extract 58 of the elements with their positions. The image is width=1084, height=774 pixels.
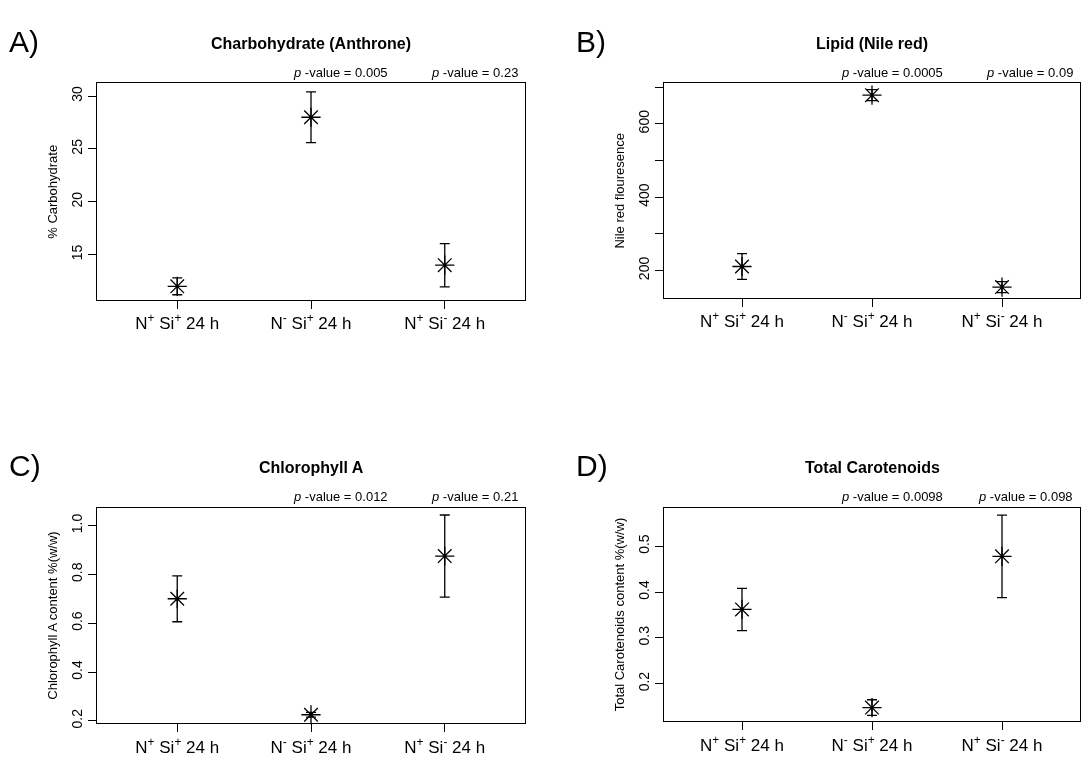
y-tick-label: 0.2 [636,671,653,692]
chart-title: Lipid (Nile red) [816,35,928,52]
y-axis-title: Nile red flouresence [612,132,628,249]
point [991,546,1013,567]
text: p -value = 0.012 [293,489,388,504]
y-tick-label: 600 [636,109,653,134]
x-tick-label: N$^{+}$ Si$^{-}$ 24 h [404,311,486,334]
chart-title: Total Carotenoids [805,459,940,476]
text: p -value = 0.0098 [841,489,943,504]
text: p -value = 0.21 [431,489,519,504]
x-tick-label: N$^{+}$ Si$^{-}$ 24 h [404,734,486,757]
x-tick-label: N$^{-}$ Si$^{+}$ 24 h [831,732,913,755]
point [300,107,322,128]
x-tick-label: N$^{+}$ Si$^{+}$ 24 h [700,732,784,755]
y-tick-label: 0.2 [69,708,86,729]
text: p -value = 0.0005 [841,65,943,80]
y-tick-label: 25 [69,138,86,155]
point [731,256,753,277]
text: C) [9,449,41,482]
y-tick-label: 0.4 [69,659,86,680]
x-tick-label: N$^{-}$ Si$^{+}$ 24 h [831,309,913,332]
y-tick-label: 200 [636,256,653,281]
point [861,697,883,718]
point [167,276,188,297]
y-tick-label: 0.3 [636,625,653,646]
y-axis-title: Total Carotenoids content %(w/w) [612,517,628,712]
y-axis-title: Chlorophyll A content %(w/w) [45,531,61,700]
y-tick-label: 0.4 [636,580,653,600]
y-tick-label: 20 [69,191,86,208]
y-tick-label: 0.5 [636,534,653,554]
x-tick-label: N$^{+}$ Si$^{-}$ 24 h [961,309,1043,332]
y-tick-label: 1.0 [69,513,86,534]
x-tick-label: N$^{-}$ Si$^{+}$ 24 h [270,311,352,334]
y-tick-label: 0.6 [69,611,86,631]
text: p -value = 0.005 [293,65,388,80]
point [434,254,455,276]
chart-title: Charbohydrate (Anthrone) [211,35,411,52]
x-tick-label: N$^{+}$ Si$^{+}$ 24 h [135,734,220,757]
text: A) [9,25,39,58]
x-tick-label: N$^{-}$ Si$^{+}$ 24 h [270,734,352,757]
text: B) [576,25,606,58]
x-tick-label: N$^{+}$ Si$^{+}$ 24 h [135,311,220,334]
y-tick-label: 30 [69,86,86,102]
text: p -value = 0.09 [986,65,1074,80]
point [167,588,188,610]
y-tick-label: 0.8 [69,562,86,582]
chart-title: Chlorophyll A [259,459,364,476]
point [434,545,455,567]
x-tick-label: N$^{+}$ Si$^{+}$ 24 h [700,309,784,332]
text: D) [576,449,608,482]
y-tick-label: 15 [69,244,86,261]
point [861,84,883,106]
point [731,599,753,620]
text: p -value = 0.098 [978,489,1073,504]
y-axis-title: % Carbohydrate [45,144,61,239]
text: p -value = 0.23 [431,65,519,80]
y-tick-label: 400 [636,183,653,207]
x-tick-label: N$^{+}$ Si$^{-}$ 24 h [961,732,1043,755]
